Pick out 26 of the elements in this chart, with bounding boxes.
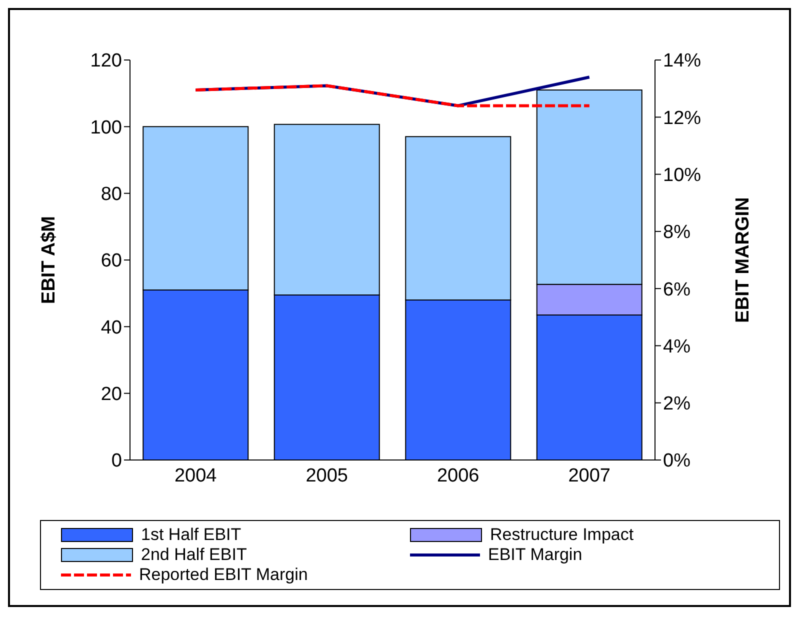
y-tick-label: 120 — [90, 50, 122, 72]
y-tick-label: 100 — [90, 117, 122, 138]
y2-tick-label: 4% — [663, 336, 691, 358]
legend-label: 2nd Half EBIT — [141, 545, 247, 565]
x-tick-label: 2004 — [174, 465, 218, 486]
y2-tick-label: 10% — [663, 165, 702, 186]
y2-tick-label: 12% — [663, 108, 702, 129]
y-tick-label: 80 — [100, 184, 122, 206]
y2-tick-label: 6% — [663, 279, 691, 300]
y-tick-label: 20 — [100, 384, 122, 406]
y2-axis-title: EBIT MARGIN — [732, 197, 754, 323]
x-tick-label: 2007 — [568, 465, 611, 486]
legend-label: Restructure Impact — [490, 525, 634, 545]
y-tick-label: 0 — [111, 450, 122, 472]
y-tick-label: 60 — [100, 250, 122, 272]
legend-label: EBIT Margin — [488, 545, 582, 565]
y-tick-label: 40 — [100, 317, 122, 338]
y2-tick-label: 8% — [663, 222, 691, 244]
y2-tick-label: 0% — [663, 450, 691, 472]
legend-label: 1st Half EBIT — [141, 525, 242, 545]
x-tick-label: 2006 — [436, 465, 480, 486]
y2-tick-label: 2% — [663, 394, 691, 415]
legend-label: Reported EBIT Margin — [139, 565, 308, 585]
y2-tick-label: 14% — [663, 50, 702, 72]
y-axis-title: EBIT A$M — [38, 216, 60, 304]
x-tick-label: 2005 — [306, 465, 348, 486]
